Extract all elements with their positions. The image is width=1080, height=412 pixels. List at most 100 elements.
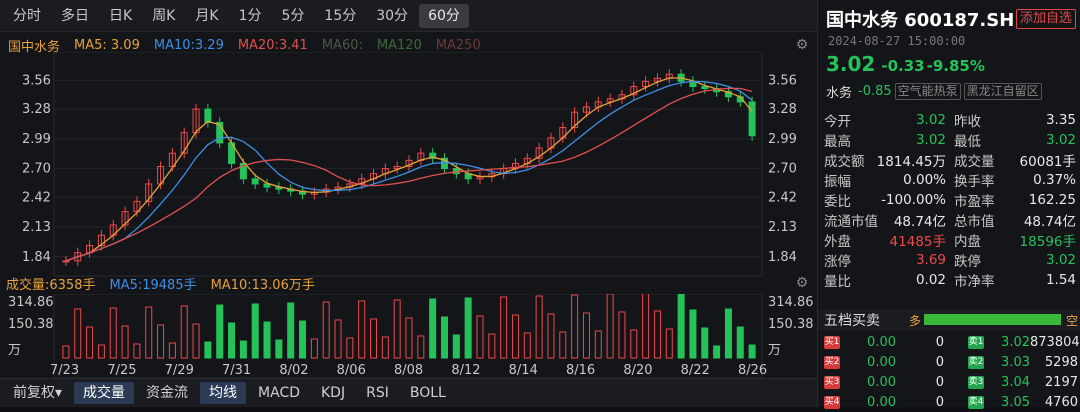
candle-body — [62, 260, 70, 263]
tab-0[interactable]: 分时 — [13, 7, 41, 24]
y-tick-left: 1.84 — [22, 250, 51, 265]
tab-6[interactable]: 5分 — [281, 7, 305, 24]
ma250-label: MA250 — [435, 37, 481, 53]
last-price: 3.02 — [826, 52, 876, 76]
stat-value: 3.02 — [915, 132, 946, 148]
candle-body — [239, 162, 247, 180]
bid-level-badge: 买4 — [824, 395, 840, 409]
price-line: 3.02 -0.33 -9.85% — [826, 52, 985, 76]
price-chart[interactable]: 3.56 3.56 3.28 3.28 2.99 2.99 2.70 2.70 2.42 2.42… — [0, 52, 817, 277]
y-tick-right: 2.99 — [768, 132, 797, 147]
indicator-tab-6[interactable]: RSI — [366, 385, 389, 401]
ma-stock-name: 国中水务 — [8, 39, 61, 55]
indicator-tab-1[interactable]: 成交量 — [74, 382, 135, 404]
stat-label: 流通市值 — [824, 214, 878, 230]
volume-bar — [405, 317, 413, 359]
add-watchlist-button[interactable]: 添加自选 — [1015, 9, 1076, 29]
ma5-line — [65, 77, 753, 262]
volume-bar — [299, 320, 307, 359]
quote-panel: 国中水务 600187.SH 添加自选 2024-08-27 15:00:00 … — [817, 0, 1080, 410]
sector-change: -0.85 — [858, 84, 892, 99]
candle-body — [251, 178, 259, 185]
tab-7[interactable]: 15分 — [324, 7, 357, 24]
candle-body — [204, 108, 212, 123]
candle-body — [358, 178, 366, 185]
volume-bar — [287, 302, 295, 359]
volume-bar — [97, 344, 105, 359]
y-tick-left: 2.13 — [22, 220, 51, 235]
x-date-label: 7/29 — [165, 363, 194, 378]
stat-value: 0.00% — [903, 172, 946, 188]
candle-body — [133, 200, 141, 213]
concept-tag[interactable]: 空气能热泵 — [894, 83, 961, 100]
bid-level-badge: 买3 — [824, 375, 840, 389]
gear-icon[interactable]: ⚙ — [795, 275, 809, 291]
candle-body — [168, 152, 176, 168]
tab-8[interactable]: 30分 — [376, 7, 409, 24]
volume-legend: 成交量:6358手 MA5:19485手 MA10:13.06万手 ⚙ — [0, 272, 817, 294]
stock-code: 600187.SH — [904, 10, 1015, 31]
volume-bar — [748, 344, 756, 359]
ma120-label: MA120 — [376, 37, 422, 53]
tab-3[interactable]: 周K — [152, 7, 176, 24]
stat-value: 3.02 — [1045, 132, 1076, 148]
tab-9[interactable]: 60分 — [419, 3, 469, 28]
indicator-tab-7[interactable]: BOLL — [409, 385, 446, 401]
volume-bar — [263, 321, 271, 359]
volume-bar — [334, 319, 342, 359]
stat-value: 18596手 — [1019, 234, 1076, 250]
tab-5[interactable]: 1分 — [238, 7, 262, 24]
volume-bar — [523, 332, 531, 359]
stat-label: 最低 — [954, 134, 981, 150]
stat-row: 振幅 0.00% 换手率 0.37% — [818, 170, 1080, 190]
order-book-row: 买2 0.00 0 卖2 3.03 5298 — [818, 352, 1080, 372]
volume-bar — [370, 318, 378, 359]
y-tick-right: 3.56 — [768, 73, 797, 88]
candle-body — [121, 211, 129, 226]
volume-bar — [251, 303, 259, 359]
indicator-tab-2[interactable]: 资金流 — [146, 385, 189, 401]
candle-body — [535, 147, 543, 159]
ma60-label: MA60: — [321, 37, 363, 53]
indicator-tab-3[interactable]: 均线 — [200, 382, 247, 404]
candle-body — [180, 132, 188, 154]
indicator-tab-0[interactable]: 前复权▾ — [13, 385, 63, 401]
ask-price: 3.05 — [1001, 394, 1030, 410]
ma5-label: MA5: 3.09 — [74, 37, 140, 53]
bid-price: 0.00 — [867, 374, 896, 390]
stat-label: 昨收 — [954, 114, 981, 130]
region-tag[interactable]: 黑龙江自留区 — [963, 83, 1042, 100]
x-date-label: 8/20 — [623, 363, 652, 378]
stat-label: 振幅 — [824, 174, 851, 190]
bid-price: 0.00 — [867, 334, 896, 350]
volume-bar — [204, 341, 212, 359]
indicator-tab-4[interactable]: MACD — [258, 385, 300, 401]
volume-bar — [157, 324, 165, 359]
bid-volume: 0 — [935, 374, 944, 390]
order-book-row: 买3 0.00 0 卖3 3.04 2197 — [818, 372, 1080, 392]
bid-volume: 0 — [935, 394, 944, 410]
volume-bar — [464, 297, 472, 359]
ask-price: 3.02 — [1001, 334, 1030, 350]
stat-row: 外盘 41485手 内盘 18596手 — [818, 230, 1080, 250]
volume-chart[interactable]: 314.86 314.86 150.38 150.38 万 万 7/23 7/25 7/29 7/… — [0, 294, 817, 378]
tab-2[interactable]: 日K — [109, 7, 133, 24]
vol-ma5-label: MA5:19485手 — [109, 277, 197, 293]
tab-1[interactable]: 多日 — [61, 7, 89, 24]
volume-bar — [86, 326, 94, 359]
volume-bar — [736, 326, 744, 359]
stat-label: 涨停 — [824, 254, 851, 270]
order-book-title: 五档买卖 — [824, 313, 880, 329]
ask-level-badge: 卖1 — [968, 335, 984, 349]
tab-4[interactable]: 月K — [195, 7, 219, 24]
stat-label: 市净率 — [954, 274, 995, 290]
volume-bar — [121, 325, 129, 359]
quote-time: 2024-08-27 15:00:00 — [828, 34, 966, 48]
indicator-tab-5[interactable]: KDJ — [321, 385, 346, 401]
stat-label: 最高 — [824, 134, 851, 150]
ma10-line — [65, 80, 753, 262]
stat-label: 成交量 — [954, 154, 995, 170]
vol-tick-left: 150.38 — [8, 317, 54, 332]
gear-icon[interactable]: ⚙ — [795, 37, 809, 53]
x-date-label: 8/02 — [279, 363, 308, 378]
